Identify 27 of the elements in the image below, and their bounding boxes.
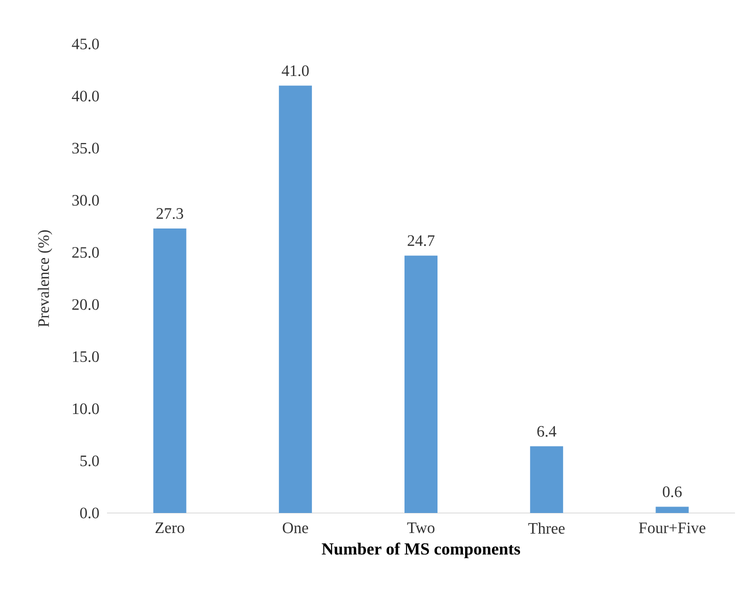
bar (278, 86, 312, 513)
data-label: 27.3 (156, 208, 184, 219)
x-axis-title: Number of MS components (322, 542, 520, 558)
x-tick-label: One (282, 522, 308, 534)
x-tick-label: Three (528, 522, 565, 534)
y-tick-label: 35.0 (72, 142, 99, 154)
y-tick-label: 30.0 (72, 194, 99, 206)
bar (153, 228, 186, 513)
y-tick-label: 40.0 (72, 90, 99, 102)
bar (404, 256, 438, 513)
data-label: 24.7 (408, 235, 434, 246)
y-tick-label: 10.0 (72, 403, 99, 414)
y-tick-label: 25.0 (72, 247, 99, 258)
y-axis-title: Prevalence (%) (38, 230, 52, 327)
data-label: 41.0 (282, 65, 309, 76)
y-tick-label: 15.0 (72, 351, 99, 362)
y-tick-label: 45.0 (72, 38, 99, 50)
data-label: 0.6 (662, 486, 682, 498)
x-tick-label: Two (407, 522, 434, 534)
y-tick-label: 5.0 (80, 455, 99, 466)
bar (656, 506, 689, 513)
y-tick-label: 0.0 (80, 508, 99, 518)
x-tick-label: Four+Five (638, 522, 706, 534)
x-tick-label: Zero (156, 522, 184, 534)
y-tick-label: 20.0 (72, 299, 99, 310)
bar (530, 446, 564, 513)
data-label: 6.4 (537, 426, 556, 437)
